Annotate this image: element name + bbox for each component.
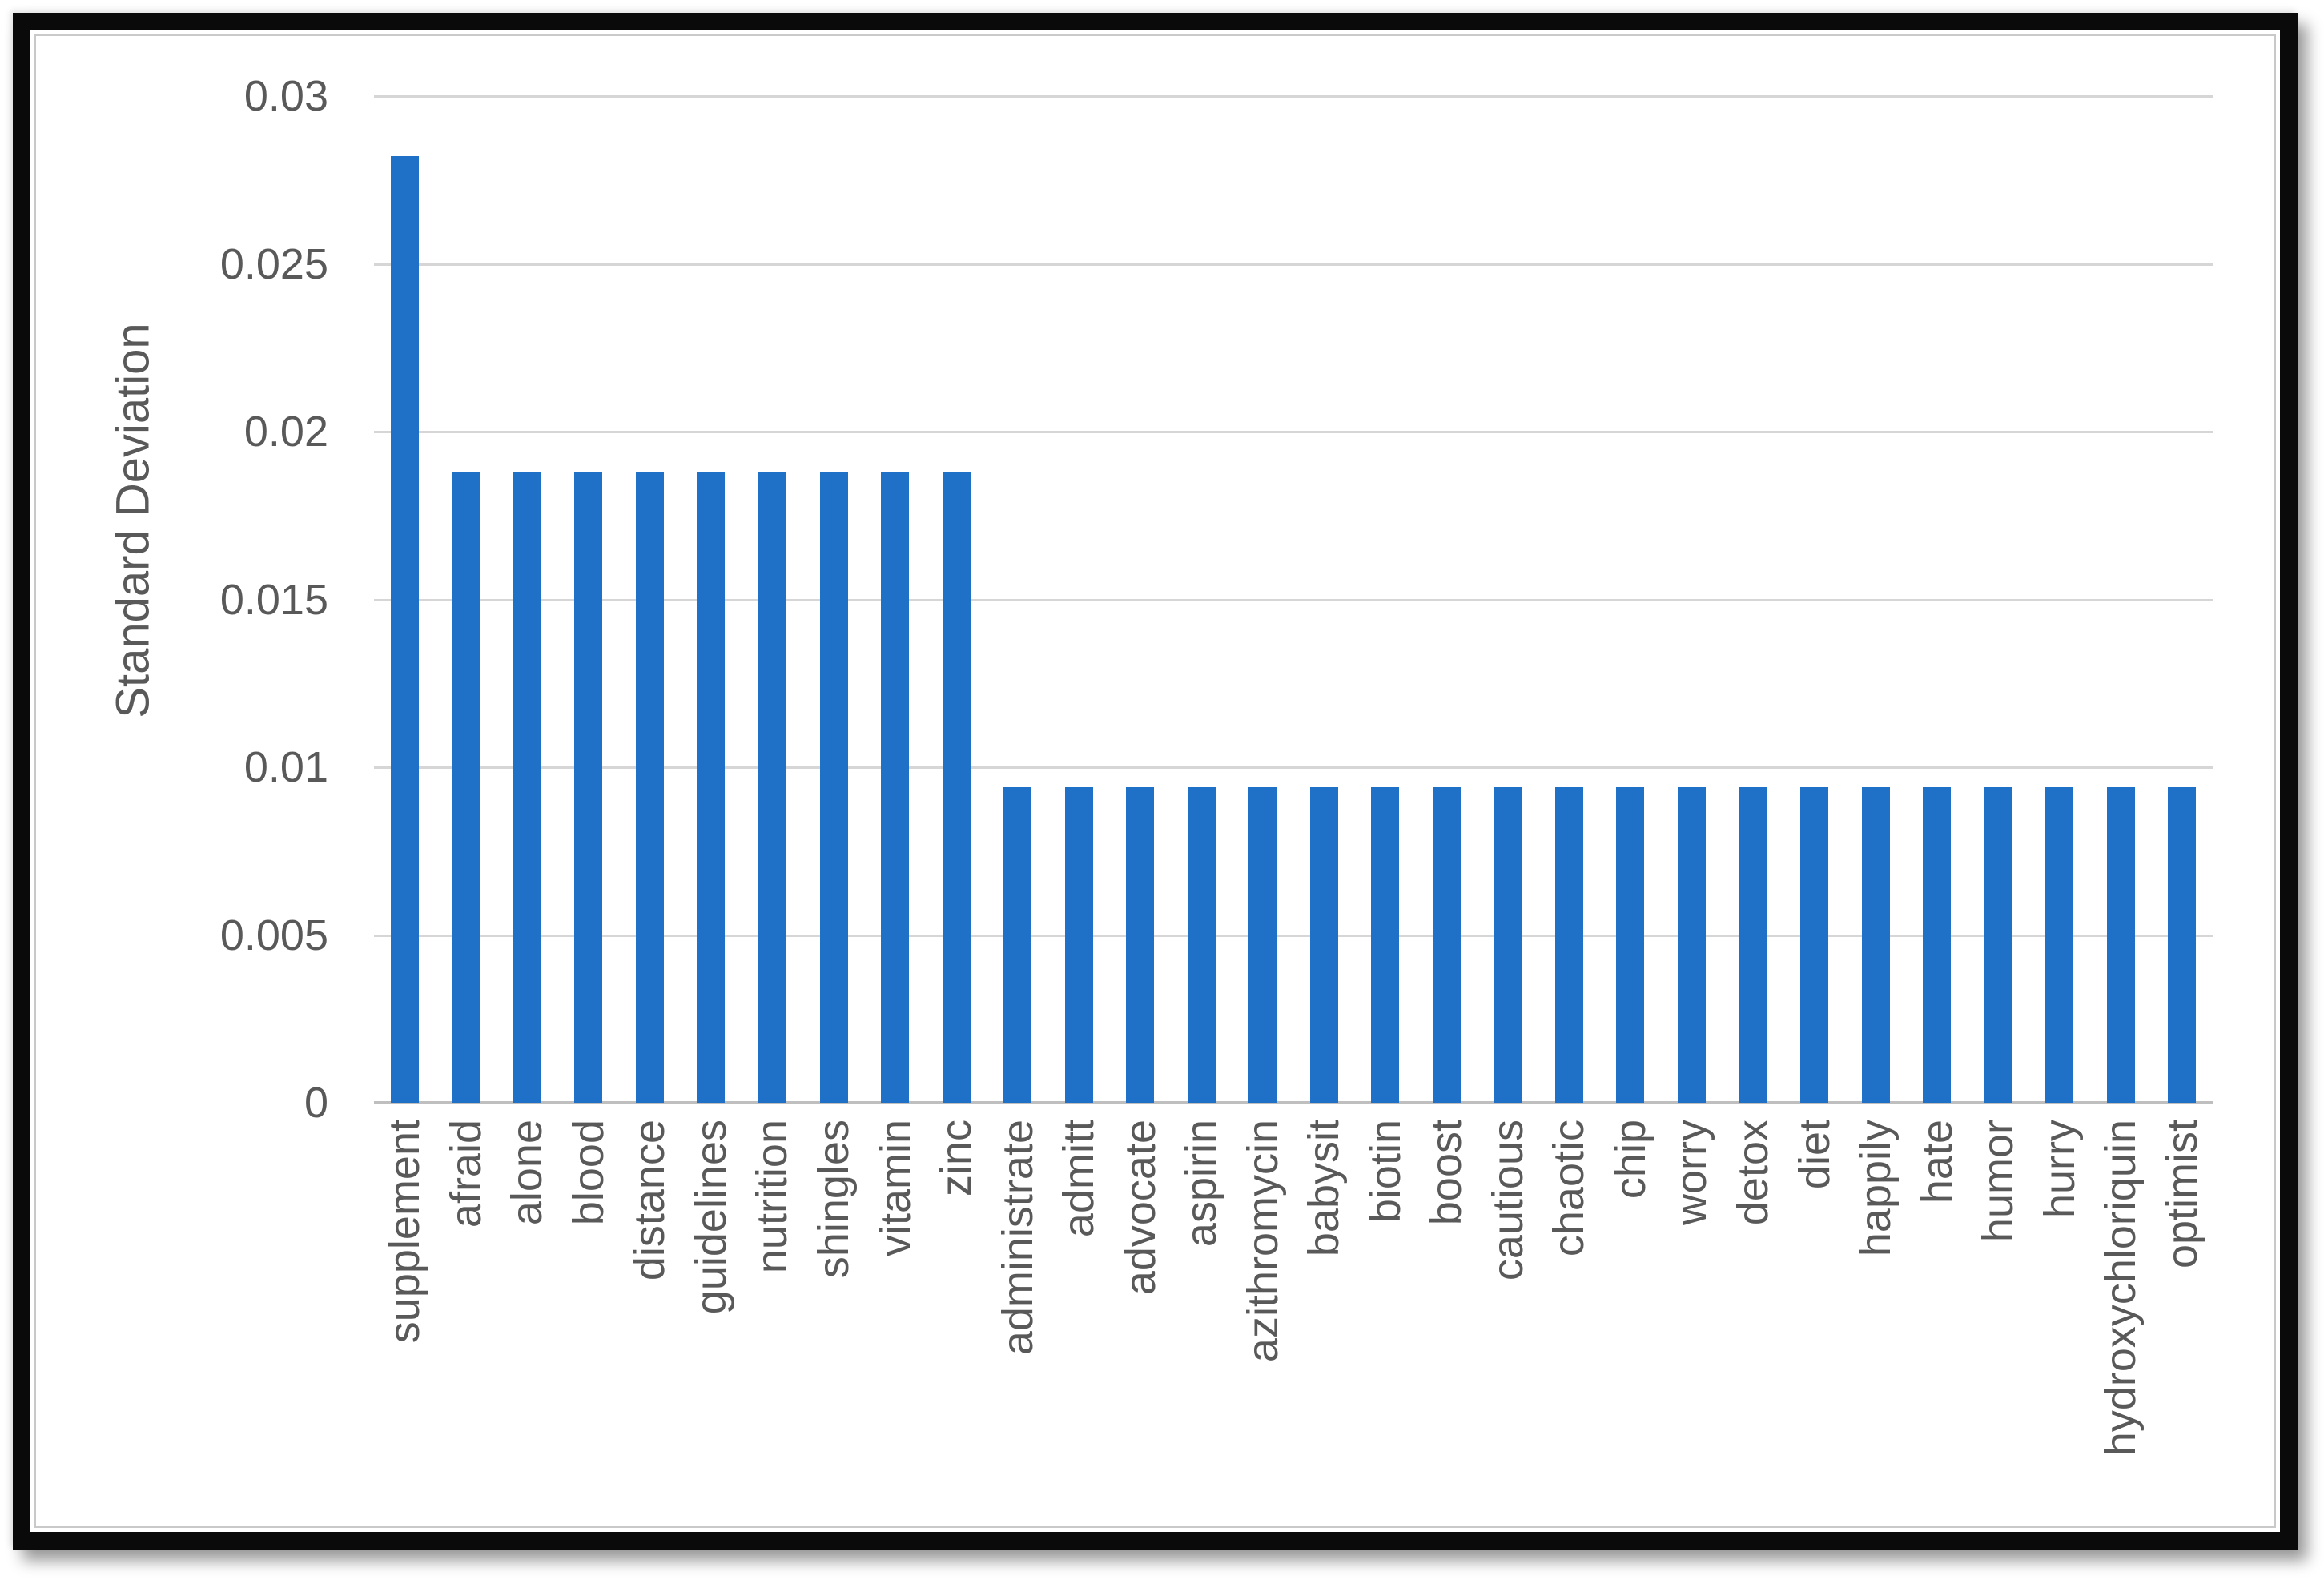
x-axis-line (374, 1101, 2213, 1104)
x-tick-label-afraid: afraid (441, 1120, 490, 1228)
x-tick-label-admitt: admitt (1055, 1120, 1104, 1238)
bar-diet (1800, 787, 1829, 1103)
x-tick-label-azithromycin: azithromycin (1238, 1120, 1287, 1363)
y-axis-title: Standard Deviation (107, 323, 159, 718)
bar-cautious (1494, 787, 1522, 1103)
x-tick-label-cautious: cautious (1483, 1120, 1532, 1281)
gridline-0.02 (374, 431, 2213, 433)
y-tick-label-0: 0 (304, 1079, 328, 1127)
y-tick-label-0.025: 0.025 (219, 239, 328, 288)
x-tick-label-distance: distance (625, 1120, 674, 1281)
x-tick-label-advocate: advocate (1116, 1120, 1164, 1296)
gridline-0.025 (374, 263, 2213, 266)
y-tick-label-0.03: 0.03 (243, 72, 328, 120)
gridline-0.01 (374, 766, 2213, 769)
x-tick-label-shingles: shingles (810, 1120, 858, 1279)
bar-worry (1677, 787, 1706, 1103)
x-tick-label-chip: chip (1606, 1120, 1655, 1200)
x-tick-label-boost: boost (1422, 1120, 1471, 1226)
x-tick-label-hate: hate (1912, 1120, 1961, 1204)
bar-administrate (1003, 787, 1032, 1103)
bar-aspirin (1187, 787, 1216, 1103)
bar-hate (1923, 787, 1952, 1103)
bar-chip (1616, 787, 1645, 1103)
y-tick-label-0.005: 0.005 (219, 911, 328, 959)
x-tick-label-hurry: hurry (2035, 1120, 2084, 1219)
x-tick-label-hydroxychloriquin: hydroxychloriquin (2097, 1120, 2145, 1457)
bar-admitt (1064, 787, 1093, 1103)
x-tick-label-humor: humor (1974, 1120, 2023, 1243)
x-tick-label-chaotic: chaotic (1545, 1120, 1594, 1257)
x-tick-label-optimist: optimist (2157, 1120, 2206, 1269)
bar-azithromycin (1248, 787, 1277, 1103)
x-tick-label-zinc: zinc (932, 1120, 981, 1197)
bar-zinc (942, 472, 971, 1103)
x-tick-label-happily: happily (1852, 1120, 1900, 1257)
bar-alone (513, 472, 541, 1103)
bar-babysit (1309, 787, 1338, 1103)
x-tick-label-guidelines: guidelines (686, 1120, 735, 1315)
x-tick-label-diet: diet (1790, 1120, 1839, 1190)
bar-distance (635, 472, 664, 1103)
bar-advocate (1126, 787, 1155, 1103)
bar-shingles (819, 472, 848, 1103)
bar-supplement (390, 156, 419, 1103)
bar-hurry (2045, 787, 2074, 1103)
bar-humor (1984, 787, 2012, 1103)
bar-guidelines (697, 472, 726, 1103)
x-tick-label-vitamin: vitamin (870, 1120, 919, 1257)
y-tick-label-0.02: 0.02 (243, 408, 328, 456)
y-tick-label-0.01: 0.01 (243, 743, 328, 791)
x-tick-label-worry: worry (1667, 1120, 1716, 1225)
bar-happily (1861, 787, 1890, 1103)
x-tick-label-alone: alone (503, 1120, 552, 1226)
bar-detox (1739, 787, 1767, 1103)
bar-blood (574, 472, 603, 1103)
y-tick-label-0.015: 0.015 (219, 575, 328, 624)
bar-biotin (1371, 787, 1400, 1103)
x-tick-label-supplement: supplement (380, 1120, 429, 1344)
x-tick-label-biotin: biotin (1361, 1120, 1409, 1224)
x-tick-label-babysit: babysit (1300, 1120, 1349, 1257)
gridline-0.005 (374, 934, 2213, 937)
plot-area (374, 95, 2213, 1104)
gridline-0.015 (374, 598, 2213, 601)
bar-boost (1432, 787, 1461, 1103)
bar-hydroxychloriquin (2106, 787, 2135, 1103)
x-tick-label-detox: detox (1729, 1120, 1777, 1226)
x-tick-label-blood: blood (564, 1120, 613, 1226)
bar-chaotic (1554, 787, 1583, 1103)
bar-nutrition (758, 472, 786, 1103)
x-tick-label-administrate: administrate (993, 1120, 1042, 1356)
bar-afraid (452, 472, 480, 1103)
x-tick-label-nutrition: nutrition (748, 1120, 797, 1274)
gridline-0.03 (374, 95, 2213, 98)
bar-vitamin (881, 472, 910, 1103)
bar-optimist (2168, 787, 2197, 1103)
x-tick-label-aspirin: aspirin (1177, 1120, 1226, 1248)
